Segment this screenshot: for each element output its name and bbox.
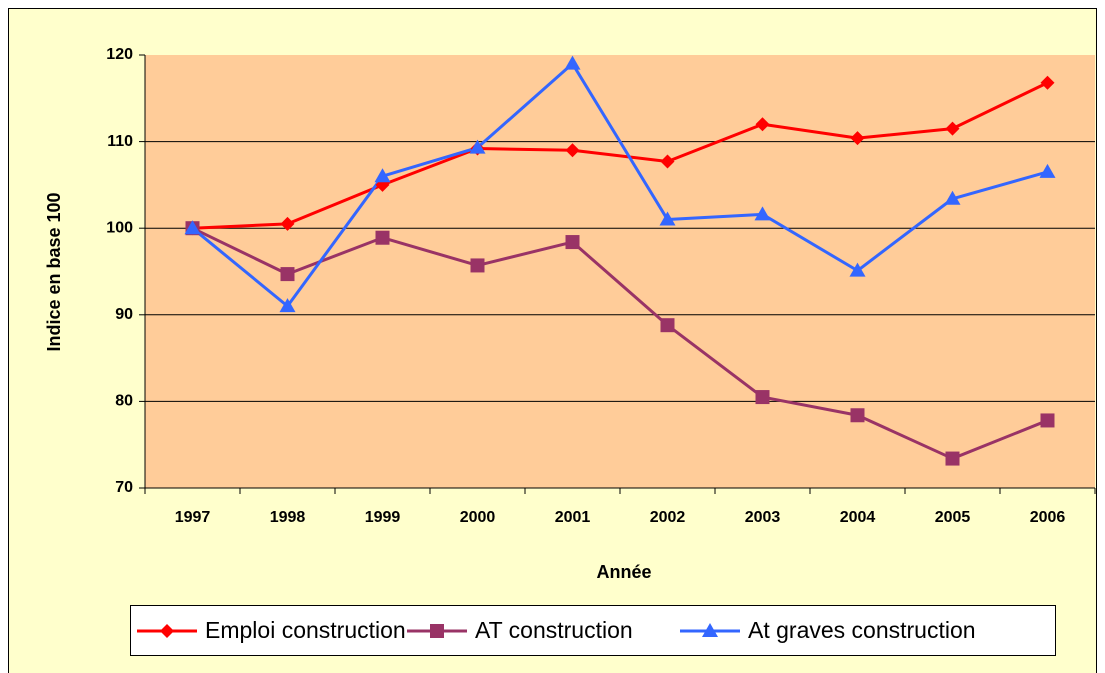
data-point bbox=[944, 190, 961, 205]
legend-marker bbox=[160, 624, 174, 638]
x-tick-label: 2006 bbox=[1030, 509, 1066, 526]
x-tick-label: 1999 bbox=[365, 509, 401, 526]
legend-marker bbox=[430, 624, 444, 638]
y-tick-label: 70 bbox=[115, 479, 133, 496]
y-tick-label: 110 bbox=[107, 133, 133, 150]
x-tick-label: 2001 bbox=[555, 509, 591, 526]
x-tick-label: 2005 bbox=[935, 509, 971, 526]
legend bbox=[130, 605, 1056, 656]
data-point bbox=[184, 220, 201, 235]
x-tick-label: 2000 bbox=[460, 509, 496, 526]
y-axis-title: Indice en base 100 bbox=[44, 192, 64, 351]
legend-marker bbox=[702, 623, 718, 637]
y-tick-label: 100 bbox=[106, 219, 133, 236]
data-point bbox=[660, 154, 675, 169]
data-point bbox=[659, 211, 676, 226]
series-line bbox=[191, 62, 1048, 308]
data-point bbox=[1040, 413, 1055, 428]
data-point bbox=[470, 258, 485, 273]
data-point bbox=[850, 131, 865, 146]
series-line bbox=[192, 81, 1049, 230]
data-point bbox=[755, 117, 770, 132]
data-point bbox=[755, 390, 770, 405]
x-tick-label: 1998 bbox=[270, 509, 306, 526]
data-point bbox=[945, 451, 960, 466]
y-tick-label: 120 bbox=[106, 46, 133, 63]
y-tick-label: 80 bbox=[115, 393, 133, 410]
legend-label: At graves construction bbox=[748, 617, 976, 643]
y-tick-label: 90 bbox=[115, 306, 133, 323]
data-point bbox=[469, 139, 486, 154]
data-point bbox=[374, 168, 391, 183]
data-point bbox=[279, 298, 296, 313]
data-point bbox=[564, 55, 581, 70]
plot-area bbox=[145, 55, 1095, 488]
legend-label: AT construction bbox=[475, 617, 633, 643]
x-tick-label: 2003 bbox=[745, 509, 781, 526]
legend-label: Emploi construction bbox=[205, 617, 406, 643]
series-line bbox=[191, 226, 1049, 461]
data-point bbox=[660, 318, 675, 333]
data-point bbox=[565, 235, 580, 250]
data-point bbox=[754, 206, 771, 221]
x-tick-label: 2004 bbox=[840, 509, 876, 526]
data-point bbox=[375, 230, 390, 245]
data-point bbox=[1040, 75, 1055, 90]
data-point bbox=[849, 262, 866, 277]
x-axis-title: Année bbox=[596, 562, 651, 582]
data-point bbox=[280, 267, 295, 282]
x-tick-label: 1997 bbox=[175, 509, 211, 526]
x-tick-label: 2002 bbox=[650, 509, 686, 526]
data-point bbox=[850, 408, 865, 423]
data-point bbox=[945, 121, 960, 136]
data-point bbox=[1039, 163, 1056, 178]
data-point bbox=[280, 216, 295, 231]
data-point bbox=[565, 143, 580, 158]
